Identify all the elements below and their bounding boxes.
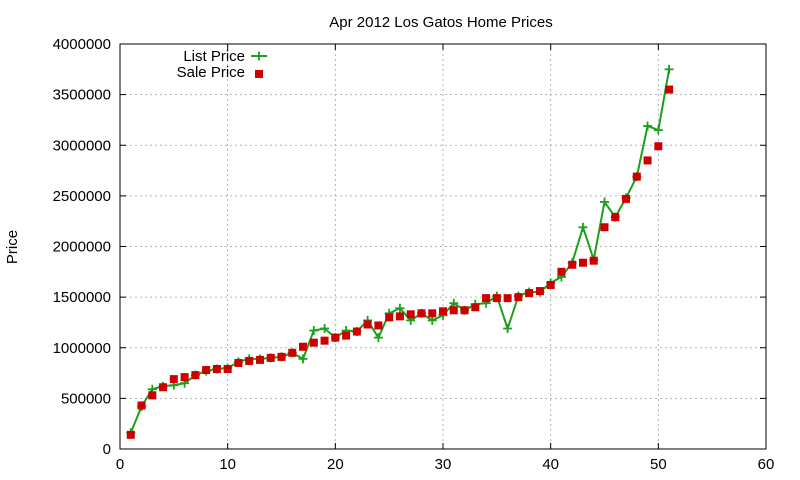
y-tick-label: 3000000	[53, 137, 111, 154]
x-tick-label: 60	[758, 456, 775, 473]
sale-price-point	[180, 373, 189, 382]
legend-marker-sale-price	[255, 70, 263, 78]
x-tick-label: 30	[435, 456, 452, 473]
sale-price-point	[352, 327, 361, 336]
list-price-point	[373, 333, 383, 343]
sale-price-point	[191, 371, 200, 380]
y-axis-label: Price	[4, 230, 21, 264]
sale-price-point	[568, 260, 577, 269]
sale-price-point	[320, 336, 329, 345]
sale-price-point	[632, 172, 641, 181]
sale-price-point	[546, 280, 555, 289]
data-series	[126, 64, 674, 439]
y-tick-label: 2000000	[53, 239, 111, 256]
list-price-point	[298, 354, 308, 364]
list-price-point	[664, 64, 674, 74]
sale-price-point	[514, 293, 523, 302]
sale-price-point	[299, 342, 308, 351]
list-price-point	[320, 324, 330, 334]
sale-price-point	[395, 312, 404, 321]
sale-price-point	[159, 383, 168, 392]
sale-price-point	[234, 358, 243, 367]
sale-price-point	[557, 267, 566, 276]
list-price-point	[578, 222, 588, 232]
sale-price-point	[611, 213, 620, 222]
sale-price-point	[525, 289, 534, 298]
sale-price-point	[374, 321, 383, 330]
y-tick-label: 1000000	[53, 340, 111, 357]
axes	[119, 43, 767, 450]
sale-price-point	[288, 348, 297, 357]
x-tick-label: 0	[116, 456, 124, 473]
y-tick-label: 2500000	[53, 188, 111, 205]
y-tick-label: 1500000	[53, 289, 111, 306]
sale-price-point	[363, 320, 372, 329]
y-tick-label: 4000000	[53, 36, 111, 53]
sale-price-point	[665, 85, 674, 94]
sale-price-point	[245, 356, 254, 365]
sale-price-point	[223, 365, 232, 374]
sale-price-point	[654, 142, 663, 151]
sale-price-point	[169, 375, 178, 384]
plot-border	[119, 43, 767, 450]
list-price-point	[503, 324, 513, 334]
y-tick-label: 0	[103, 441, 111, 458]
grid-lines	[120, 44, 766, 449]
sale-price-point	[309, 338, 318, 347]
list-price-series	[126, 64, 674, 438]
tick-labels: 0 10 20 30 40 50 60 0 500000 1000000 1500000 200000…	[53, 36, 775, 473]
sale-price-point	[471, 303, 480, 312]
y-tick-label: 3500000	[53, 87, 111, 104]
sale-price-point	[449, 306, 458, 315]
sale-price-point	[331, 333, 340, 342]
sale-price-point	[385, 313, 394, 322]
sale-price-point	[277, 352, 286, 361]
sale-price-point	[460, 306, 469, 315]
y-tick-label: 500000	[61, 390, 111, 407]
sale-price-point	[439, 307, 447, 316]
sale-price-point	[148, 391, 157, 400]
list-price-point	[395, 303, 405, 313]
x-tick-label: 40	[542, 456, 559, 473]
list-price-point	[427, 315, 437, 325]
list-price-point	[643, 121, 653, 131]
sale-price-point	[600, 223, 609, 232]
legend-label-list-price: List Price	[183, 48, 245, 65]
sale-price-point	[126, 430, 135, 439]
x-tick-label: 50	[650, 456, 667, 473]
sale-price-point	[428, 309, 437, 318]
list-price-point	[600, 197, 609, 207]
sale-price-point	[482, 294, 491, 303]
legend-label-sale-price: Sale Price	[177, 64, 245, 81]
legend-marker-list-price	[254, 51, 264, 61]
chart-title: Apr 2012 Los Gatos Home Prices	[329, 14, 552, 31]
sale-price-point	[622, 194, 631, 203]
x-tick-label: 10	[219, 456, 236, 473]
list-price-point	[449, 298, 459, 308]
list-price-line	[129, 69, 671, 434]
sale-price-point	[202, 366, 211, 375]
sale-price-point	[535, 287, 544, 296]
list-price-point	[309, 326, 319, 336]
sale-price-point	[578, 258, 587, 267]
sale-price-point	[212, 365, 221, 374]
sale-price-point	[503, 294, 512, 303]
sale-price-point	[137, 401, 146, 410]
sale-price-point	[643, 156, 652, 165]
sale-price-point	[266, 353, 275, 362]
list-price-point	[653, 125, 663, 135]
sale-price-point	[492, 294, 501, 303]
sale-price-point	[406, 310, 415, 319]
sale-price-point	[589, 256, 598, 265]
sale-price-point	[255, 355, 264, 364]
sale-price-point	[417, 309, 426, 318]
sale-price-series	[126, 85, 674, 439]
sale-price-point	[342, 331, 351, 340]
x-tick-label: 20	[327, 456, 344, 473]
